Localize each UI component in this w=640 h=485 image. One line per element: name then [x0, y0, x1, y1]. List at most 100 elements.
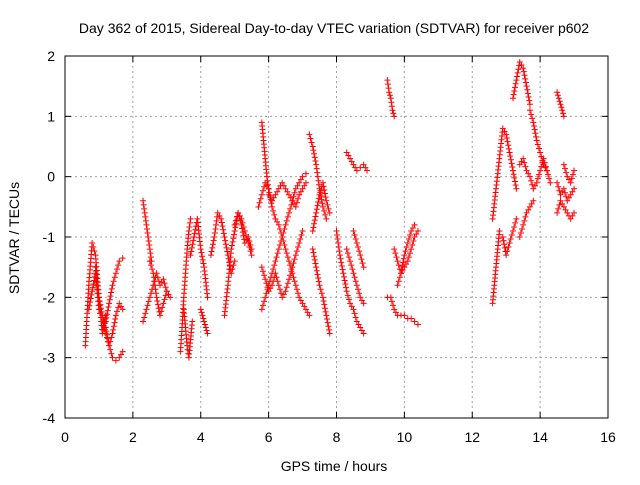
data-point — [144, 229, 151, 236]
data-point — [499, 125, 506, 132]
data-point — [269, 282, 276, 289]
data-point — [560, 113, 567, 120]
data-point — [157, 312, 164, 319]
data-point — [243, 231, 249, 238]
data-point — [241, 227, 248, 234]
data-point — [256, 199, 263, 206]
data-point — [317, 187, 324, 194]
data-point — [559, 200, 566, 207]
data-point — [319, 203, 326, 210]
data-point — [314, 173, 321, 180]
y-tick-label: 1 — [47, 108, 55, 124]
data-point — [517, 229, 524, 236]
data-point — [240, 223, 247, 230]
data-point — [269, 197, 276, 204]
data-point — [407, 250, 414, 257]
data-point — [198, 309, 205, 316]
data-point — [296, 240, 303, 247]
data-point — [407, 231, 414, 238]
data-point — [314, 271, 321, 278]
data-point — [280, 229, 287, 236]
data-point — [90, 244, 97, 251]
data-point — [188, 248, 195, 255]
data-point — [108, 289, 115, 296]
data-point — [116, 258, 123, 265]
data-point — [353, 167, 360, 174]
data-point — [230, 235, 237, 242]
data-point — [351, 231, 358, 238]
data-point — [326, 209, 333, 216]
data-point — [311, 256, 318, 263]
data-point — [154, 301, 161, 308]
data-point — [511, 174, 518, 181]
data-point — [232, 217, 239, 224]
data-point — [345, 254, 352, 261]
data-point — [560, 161, 567, 168]
data-point — [362, 164, 369, 171]
data-point — [145, 238, 152, 245]
data-point — [95, 294, 102, 301]
data-point — [409, 242, 416, 249]
data-point — [112, 270, 119, 277]
data-point — [326, 326, 333, 333]
data-point — [571, 167, 578, 174]
data-point — [503, 131, 510, 138]
data-point — [284, 254, 291, 261]
data-point — [335, 244, 342, 251]
data-point — [220, 230, 227, 237]
data-point — [287, 205, 294, 212]
data-point — [335, 240, 342, 247]
data-point — [110, 326, 117, 333]
data-point — [247, 248, 254, 255]
data-point — [558, 104, 565, 111]
data-point — [313, 161, 320, 168]
data-point — [516, 234, 523, 240]
data-point — [562, 206, 569, 213]
data-point — [157, 282, 164, 289]
data-point — [565, 194, 572, 201]
data-point — [398, 266, 405, 273]
y-tick-label: 0 — [47, 169, 55, 185]
data-point — [355, 321, 362, 328]
data-point — [545, 171, 552, 178]
data-point — [110, 323, 117, 330]
data-point — [87, 299, 94, 306]
data-point — [387, 294, 394, 301]
data-point — [299, 173, 306, 180]
data-point — [560, 203, 567, 210]
data-point — [352, 314, 359, 321]
data-point — [349, 266, 356, 273]
data-point — [140, 197, 147, 204]
data-point — [110, 278, 117, 285]
data-point — [276, 242, 283, 249]
data-point — [185, 227, 192, 234]
data-point — [90, 281, 97, 288]
data-point — [323, 197, 330, 204]
data-point — [360, 300, 367, 307]
data-point — [273, 254, 280, 261]
data-point — [270, 207, 277, 214]
data-point — [321, 186, 328, 193]
data-point — [350, 306, 357, 313]
data-point — [347, 300, 354, 307]
data-point — [533, 137, 540, 144]
data-point — [299, 227, 306, 234]
x-tick-label: 4 — [197, 429, 205, 445]
data-point — [516, 59, 523, 66]
data-point — [411, 234, 418, 240]
data-point — [323, 215, 330, 222]
data-point — [522, 75, 529, 82]
data-point — [297, 236, 304, 243]
data-point — [187, 252, 194, 259]
data-point — [283, 284, 290, 291]
data-point — [512, 80, 519, 87]
data-point — [111, 274, 118, 281]
data-point — [299, 300, 306, 307]
data-point — [333, 227, 340, 234]
data-point — [265, 181, 272, 188]
data-point — [540, 161, 547, 168]
data-point — [360, 330, 367, 337]
data-point — [523, 209, 530, 216]
data-point — [294, 182, 301, 189]
data-point — [350, 270, 357, 277]
